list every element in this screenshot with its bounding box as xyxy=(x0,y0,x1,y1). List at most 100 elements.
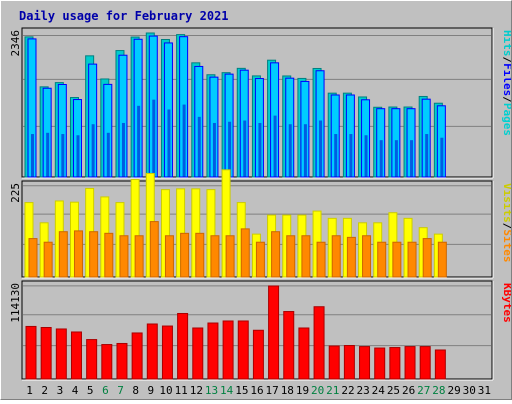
sites-bar-day-9 xyxy=(149,221,159,278)
pages-bar-day-5 xyxy=(91,124,95,177)
pages-bar-day-22 xyxy=(349,134,353,177)
sites-bar-day-28 xyxy=(437,241,447,278)
kbytes-bar-day-20 xyxy=(313,306,325,380)
xtick-day-17: 17 xyxy=(266,384,279,397)
xtick-day-13: 13 xyxy=(205,384,218,397)
sites-bar-day-1 xyxy=(28,238,38,278)
pages-bar-day-13 xyxy=(212,122,216,177)
legend-item: Pages xyxy=(501,103,511,136)
xtick-day-14: 14 xyxy=(220,384,234,397)
xtick-day-1: 1 xyxy=(26,384,33,397)
kbytes-bar-day-9 xyxy=(146,323,158,380)
legend-kbytes: KBytes xyxy=(501,283,511,323)
sites-bar-day-22 xyxy=(346,236,356,278)
legend-item: Visits xyxy=(501,183,511,223)
kbytes-bar-day-24 xyxy=(374,347,386,380)
kbytes-bar-day-17 xyxy=(268,285,280,380)
kbytes-bar-day-13 xyxy=(207,322,219,380)
xtick-day-11: 11 xyxy=(175,384,188,397)
pages-bar-day-7 xyxy=(121,122,125,177)
pages-bar-day-1 xyxy=(31,134,34,177)
pages-bar-day-26 xyxy=(410,140,414,177)
xtick-day-18: 18 xyxy=(281,384,294,397)
pages-bar-day-19 xyxy=(303,124,307,177)
pages-bar-day-20 xyxy=(319,120,323,177)
kbytes-bar-day-10 xyxy=(161,325,173,380)
kbytes-bar-day-14 xyxy=(222,320,234,380)
pages-bar-day-8 xyxy=(137,105,141,177)
kbytes-bar-day-11 xyxy=(177,312,189,380)
sites-bar-day-27 xyxy=(422,238,432,278)
kbytes-bar-day-12 xyxy=(192,327,204,380)
xtick-day-10: 10 xyxy=(159,384,172,397)
sites-bar-day-25 xyxy=(392,241,402,278)
xtick-day-5: 5 xyxy=(87,384,94,397)
xtick-day-15: 15 xyxy=(235,384,248,397)
ytick-kbytes: 114130 xyxy=(9,283,22,323)
sites-bar-day-19 xyxy=(301,235,311,278)
ytick-hits-files-pages: 2346 xyxy=(9,30,22,57)
kbytes-bar-day-15 xyxy=(237,320,249,380)
legend-hits-files-pages: Hits/Files/Pages xyxy=(501,30,511,136)
sites-bar-day-3 xyxy=(58,231,68,278)
xtick-day-8: 8 xyxy=(132,384,139,397)
sites-bar-day-20 xyxy=(316,241,326,278)
pages-bar-day-21 xyxy=(334,134,338,177)
kbytes-bar-day-28 xyxy=(434,349,446,380)
sites-bar-day-6 xyxy=(104,232,114,278)
pages-bar-day-12 xyxy=(197,116,201,177)
pages-bar-day-9 xyxy=(152,99,156,177)
sites-bar-day-5 xyxy=(89,231,99,278)
pages-bar-day-14 xyxy=(228,121,232,177)
pages-bar-day-10 xyxy=(167,109,171,177)
pages-bar-day-17 xyxy=(273,115,277,177)
sites-bar-day-15 xyxy=(240,228,250,278)
pages-bar-day-16 xyxy=(258,122,262,177)
kbytes-bar-day-25 xyxy=(389,347,401,380)
sites-bar-day-24 xyxy=(377,241,387,278)
sites-bar-day-23 xyxy=(362,235,372,278)
legend-item: / xyxy=(501,96,511,103)
kbytes-bar-day-3 xyxy=(55,328,67,380)
xtick-day-30: 30 xyxy=(463,384,476,397)
pages-bar-day-28 xyxy=(440,137,444,177)
sites-bar-day-17 xyxy=(271,231,281,278)
kbytes-bar-day-6 xyxy=(101,344,113,380)
legend-item: Files xyxy=(501,63,511,96)
sites-bar-day-13 xyxy=(210,235,220,278)
sites-bar-day-2 xyxy=(43,241,53,278)
kbytes-bar-day-23 xyxy=(359,346,371,380)
sites-bar-day-14 xyxy=(225,235,235,278)
legend-visits-sites: Visits/Sites xyxy=(501,183,511,263)
xtick-day-31: 31 xyxy=(478,384,491,397)
sites-bar-day-8 xyxy=(134,235,144,278)
kbytes-bar-day-18 xyxy=(283,311,295,380)
xtick-day-3: 3 xyxy=(57,384,64,397)
sites-bar-day-4 xyxy=(73,230,83,278)
kbytes-bar-day-22 xyxy=(343,345,355,380)
xtick-day-26: 26 xyxy=(402,384,415,397)
pages-bar-day-23 xyxy=(364,135,368,177)
xtick-day-23: 23 xyxy=(357,384,370,397)
xtick-day-6: 6 xyxy=(102,384,109,397)
xtick-day-25: 25 xyxy=(387,384,400,397)
xtick-day-16: 16 xyxy=(250,384,263,397)
legend-item: Hits xyxy=(501,30,511,57)
legend-item: / xyxy=(501,223,511,230)
kbytes-bar-day-7 xyxy=(116,342,128,380)
xtick-day-24: 24 xyxy=(372,384,386,397)
xtick-day-29: 29 xyxy=(447,384,460,397)
sites-bar-day-11 xyxy=(180,232,190,278)
pages-bar-day-18 xyxy=(288,124,292,177)
sites-bar-day-18 xyxy=(286,235,296,278)
xtick-day-2: 2 xyxy=(41,384,48,397)
chart-title: Daily usage for February 2021 xyxy=(19,9,229,23)
xtick-day-4: 4 xyxy=(72,384,79,397)
xtick-day-21: 21 xyxy=(326,384,339,397)
xtick-day-27: 27 xyxy=(417,384,430,397)
kbytes-bar-day-27 xyxy=(419,346,431,380)
kbytes-bar-day-16 xyxy=(252,329,264,380)
legend-item: KBytes xyxy=(501,283,511,323)
legend-item: / xyxy=(501,57,511,64)
